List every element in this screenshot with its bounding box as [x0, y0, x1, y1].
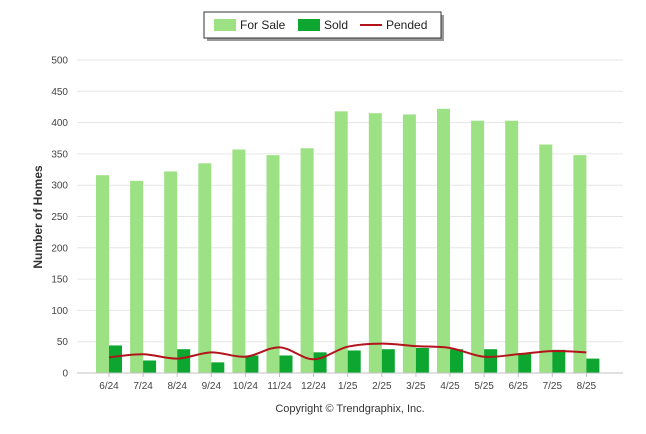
bar-sold: [211, 362, 225, 373]
x-tick-label: 4/25: [440, 381, 460, 392]
bar-for-sale: [573, 155, 587, 373]
legend-label-sold: Sold: [324, 18, 348, 32]
x-tick-label: 11/24: [267, 381, 292, 392]
y-tick-label: 350: [51, 149, 68, 160]
legend-label-for-sale: For Sale: [240, 18, 286, 32]
bar-sold: [279, 355, 293, 373]
y-tick-label: 150: [51, 275, 68, 286]
x-tick-label: 6/24: [99, 381, 119, 392]
bar-sold: [450, 349, 463, 373]
x-tick-label: 2/25: [372, 381, 392, 392]
bar-sold: [245, 355, 259, 373]
y-tick-label: 300: [51, 181, 68, 192]
bar-for-sale: [334, 111, 348, 373]
legend-box: [203, 11, 442, 39]
bar-sold: [484, 349, 498, 373]
x-tick-label: 7/25: [543, 381, 563, 392]
x-tick-label: 12/24: [301, 381, 326, 392]
bar-sold: [415, 347, 429, 373]
bar-sold: [552, 349, 566, 373]
y-tick-label: 250: [51, 212, 68, 223]
bar-for-sale: [198, 163, 212, 373]
bar-for-sale: [232, 149, 246, 373]
bar-sold: [143, 360, 157, 373]
bar-for-sale: [164, 171, 178, 373]
bar-for-sale: [437, 108, 450, 373]
y-tick-label: 500: [51, 56, 68, 67]
legend: For Sale Sold Pended: [203, 11, 444, 41]
bar-sold: [518, 352, 532, 373]
pended-line: [108, 342, 587, 361]
bar-for-sale: [300, 148, 314, 373]
y-tick-label: 100: [51, 306, 68, 317]
bar-for-sale: [368, 113, 382, 374]
y-tick-label: 400: [51, 118, 68, 129]
y-axis-label: Number of Homes: [31, 165, 45, 269]
bar-for-sale: [402, 114, 416, 373]
x-tick-label: 7/24: [133, 381, 153, 392]
bar-for-sale: [539, 144, 553, 373]
bar-sold: [177, 349, 191, 373]
x-axis-ticks: 6/24 7/24 8/24 9/24 10/24 11/24 12/24 1/25 2/25 3…: [99, 373, 597, 392]
bar-for-sale: [266, 155, 280, 373]
x-tick-label: 5/25: [474, 381, 494, 392]
x-tick-label: 9/24: [202, 381, 222, 392]
y-tick-label: 450: [51, 87, 68, 98]
legend-swatch-for-sale: [214, 19, 236, 31]
bar-sold: [109, 345, 122, 373]
legend-label-pended: Pended: [386, 18, 427, 32]
x-tick-label: 8/24: [167, 381, 187, 392]
x-tick-label: 10/24: [233, 381, 258, 392]
y-axis-ticks: 0 50 100 150 200 250 300 350 400 450 500: [51, 56, 68, 380]
bar-sold: [347, 350, 361, 373]
bar-sold: [381, 349, 395, 373]
bar-for-sale: [130, 180, 144, 373]
copyright-text: Copyright © Trendgraphix, Inc.: [275, 403, 424, 415]
pended-line-group: [108, 342, 587, 361]
bars: [96, 108, 600, 374]
y-tick-label: 200: [51, 243, 68, 254]
x-tick-label: 1/25: [338, 381, 358, 392]
bar-for-sale: [505, 120, 519, 373]
y-tick-label: 0: [62, 369, 68, 380]
x-tick-label: 6/25: [508, 381, 528, 392]
x-tick-label: 3/25: [406, 381, 426, 392]
x-tick-label: 8/25: [577, 381, 597, 392]
bar-for-sale: [471, 120, 485, 373]
bar-for-sale: [96, 175, 109, 373]
y-tick-label: 50: [57, 337, 69, 348]
legend-swatch-sold: [298, 19, 320, 31]
bar-sold: [586, 358, 600, 373]
